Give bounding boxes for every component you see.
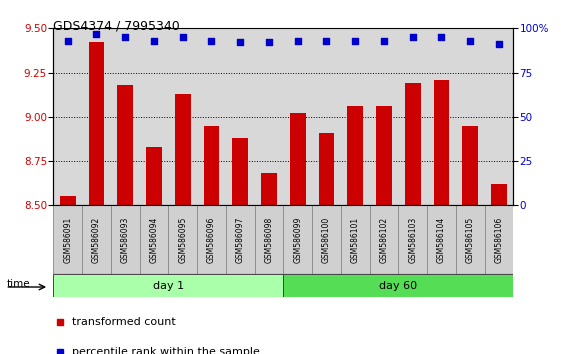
FancyBboxPatch shape	[485, 205, 513, 274]
Text: GSM586091: GSM586091	[63, 217, 72, 263]
Text: GSM586106: GSM586106	[494, 217, 503, 263]
Text: time: time	[6, 279, 30, 289]
Point	[92, 31, 101, 36]
FancyBboxPatch shape	[53, 274, 283, 297]
FancyBboxPatch shape	[312, 205, 341, 274]
Point	[149, 38, 158, 44]
Point	[63, 38, 72, 44]
FancyBboxPatch shape	[456, 205, 485, 274]
Text: GSM586103: GSM586103	[408, 217, 417, 263]
Text: GSM586097: GSM586097	[236, 217, 245, 263]
Text: day 1: day 1	[153, 281, 184, 291]
Bar	[60, 196, 76, 205]
Bar	[462, 126, 478, 205]
FancyBboxPatch shape	[255, 205, 283, 274]
Bar	[491, 184, 507, 205]
Point	[264, 40, 273, 45]
Text: GSM586093: GSM586093	[121, 217, 130, 263]
Text: transformed count: transformed count	[72, 317, 176, 327]
Text: GSM586105: GSM586105	[466, 217, 475, 263]
Point	[207, 38, 216, 44]
FancyBboxPatch shape	[427, 205, 456, 274]
FancyBboxPatch shape	[370, 205, 398, 274]
Point	[121, 34, 130, 40]
Bar	[319, 133, 334, 205]
Bar	[117, 85, 133, 205]
Bar	[175, 94, 191, 205]
Point	[437, 34, 446, 40]
FancyBboxPatch shape	[283, 205, 312, 274]
FancyBboxPatch shape	[197, 205, 226, 274]
Bar	[232, 138, 248, 205]
Text: GSM586100: GSM586100	[322, 217, 331, 263]
Point	[379, 38, 388, 44]
Point	[351, 38, 360, 44]
FancyBboxPatch shape	[226, 205, 255, 274]
Point	[494, 41, 503, 47]
Text: GSM586101: GSM586101	[351, 217, 360, 263]
Text: GSM586098: GSM586098	[264, 217, 273, 263]
FancyBboxPatch shape	[341, 205, 370, 274]
Point	[408, 34, 417, 40]
FancyBboxPatch shape	[82, 205, 111, 274]
Point	[322, 38, 331, 44]
Bar	[347, 106, 363, 205]
Bar	[261, 173, 277, 205]
Text: GSM586099: GSM586099	[293, 217, 302, 263]
Text: GDS4374 / 7995340: GDS4374 / 7995340	[53, 19, 180, 33]
Point	[236, 40, 245, 45]
Text: day 60: day 60	[379, 281, 417, 291]
Text: GSM586094: GSM586094	[149, 217, 158, 263]
Bar	[290, 113, 306, 205]
FancyBboxPatch shape	[53, 205, 82, 274]
Bar	[204, 126, 219, 205]
Text: percentile rank within the sample: percentile rank within the sample	[72, 347, 260, 354]
Text: GSM586095: GSM586095	[178, 217, 187, 263]
Bar	[405, 83, 421, 205]
Point	[293, 38, 302, 44]
Text: GSM586096: GSM586096	[207, 217, 216, 263]
Bar	[89, 42, 104, 205]
FancyBboxPatch shape	[168, 205, 197, 274]
FancyBboxPatch shape	[398, 205, 427, 274]
Text: GSM586092: GSM586092	[92, 217, 101, 263]
Bar	[434, 80, 449, 205]
Text: GSM586104: GSM586104	[437, 217, 446, 263]
Point	[178, 34, 187, 40]
FancyBboxPatch shape	[140, 205, 168, 274]
Bar	[376, 106, 392, 205]
Text: GSM586102: GSM586102	[379, 217, 388, 263]
Bar	[146, 147, 162, 205]
Point	[466, 38, 475, 44]
FancyBboxPatch shape	[283, 274, 513, 297]
FancyBboxPatch shape	[111, 205, 140, 274]
